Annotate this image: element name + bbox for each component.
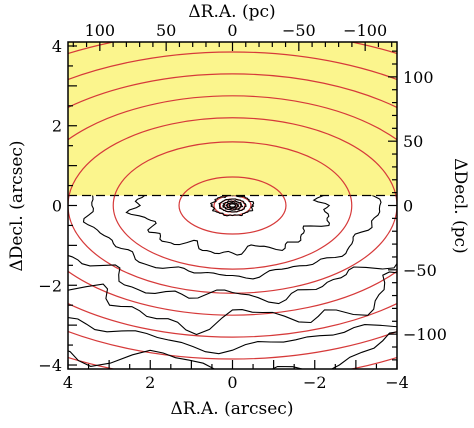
model-contour-over-mask-10 <box>68 51 397 81</box>
model-contour-over-mask-8 <box>68 95 397 141</box>
x-tick-label-bottom: 4 <box>63 373 73 392</box>
data-contour-1 <box>228 203 237 208</box>
y-tick-label-right: 0 <box>403 197 413 216</box>
model-contour-over-mask-7 <box>68 117 397 196</box>
model-contour-over-mask-6 <box>114 141 351 196</box>
y-tick-label-left: 2 <box>52 117 62 136</box>
x-tick-label-bottom: −2 <box>303 373 327 392</box>
y-tick-label-left: −2 <box>38 276 62 295</box>
y-tick-label-right: −50 <box>403 261 437 280</box>
x-axis-top-title: ΔR.A. (pc) <box>188 2 275 22</box>
x-tick-label-bottom: −4 <box>385 373 409 392</box>
x-tick-label-top: 100 <box>85 21 116 40</box>
y-tick-label-right: 50 <box>403 132 423 151</box>
model-contour-over-mask-5 <box>181 176 284 196</box>
data-contour-4 <box>218 198 247 213</box>
x-axis-bottom-title: ΔR.A. (arcsec) <box>171 399 294 419</box>
x-tick-label-bottom: 0 <box>227 373 237 392</box>
x-tick-label-top: −50 <box>282 21 316 40</box>
x-tick-label-top: 50 <box>156 21 176 40</box>
y-tick-label-right: −100 <box>403 325 447 344</box>
x-tick-label-top: −100 <box>343 21 387 40</box>
masked-region <box>68 42 397 196</box>
data-contour-3 <box>222 200 244 211</box>
y-tick-label-right: 100 <box>403 68 434 87</box>
x-tick-label-bottom: 2 <box>145 373 155 392</box>
plot-area <box>68 42 397 369</box>
y-tick-label-left: 4 <box>52 37 62 56</box>
data-contour-2 <box>225 201 240 210</box>
model-contour-over-mask-9 <box>68 73 397 109</box>
data-contour-5 <box>209 194 255 217</box>
x-tick-label-top: 0 <box>227 21 237 40</box>
y-tick-label-left: −4 <box>38 356 62 375</box>
y-axis-right-title: ΔDecl. (pc) <box>450 158 470 253</box>
y-tick-label-left: 0 <box>52 197 62 216</box>
y-axis-left-title: ΔDecl. (arcsec) <box>7 140 27 271</box>
